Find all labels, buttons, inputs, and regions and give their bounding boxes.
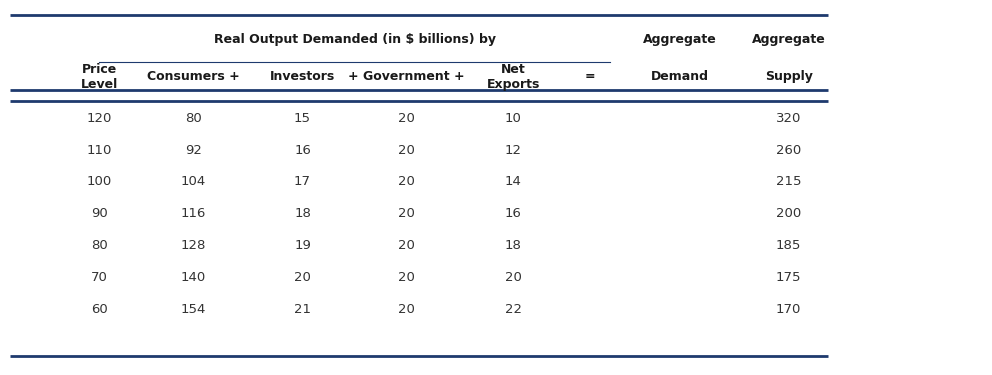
Text: 60: 60 [91, 303, 107, 316]
Text: Investors: Investors [270, 70, 335, 83]
Text: Supply: Supply [765, 70, 812, 83]
Text: 140: 140 [181, 271, 206, 284]
Text: + Government +: + Government + [348, 70, 465, 83]
Text: 20: 20 [398, 271, 416, 284]
Text: Consumers +: Consumers + [147, 70, 240, 83]
Text: 120: 120 [86, 112, 112, 125]
Text: 320: 320 [776, 112, 802, 125]
Text: Net
Exports: Net Exports [487, 63, 540, 91]
Text: 20: 20 [398, 112, 416, 125]
Text: 18: 18 [294, 207, 311, 220]
Text: 104: 104 [181, 176, 206, 188]
Text: 20: 20 [398, 303, 416, 316]
Text: 20: 20 [294, 271, 311, 284]
Text: 10: 10 [505, 112, 522, 125]
Text: 16: 16 [505, 207, 522, 220]
Text: Price
Level: Price Level [80, 63, 118, 91]
Text: 154: 154 [181, 303, 206, 316]
Text: 15: 15 [294, 112, 311, 125]
Text: 22: 22 [505, 303, 522, 316]
Text: 16: 16 [294, 144, 311, 156]
Text: Real Output Demanded (in $ billions) by: Real Output Demanded (in $ billions) by [213, 33, 496, 46]
Text: 175: 175 [776, 271, 802, 284]
Text: 70: 70 [90, 271, 108, 284]
Text: 20: 20 [398, 144, 416, 156]
Text: 185: 185 [776, 239, 802, 252]
Text: 20: 20 [398, 207, 416, 220]
Text: 92: 92 [185, 144, 202, 156]
Text: 14: 14 [505, 176, 522, 188]
Text: 80: 80 [91, 239, 107, 252]
Text: Aggregate: Aggregate [643, 33, 716, 46]
Text: 215: 215 [776, 176, 802, 188]
Text: 90: 90 [91, 207, 107, 220]
Text: 100: 100 [86, 176, 112, 188]
Text: Demand: Demand [651, 70, 708, 83]
Text: 260: 260 [776, 144, 802, 156]
Text: =: = [585, 70, 595, 83]
Text: 18: 18 [505, 239, 522, 252]
Text: 116: 116 [181, 207, 206, 220]
Text: Aggregate: Aggregate [752, 33, 825, 46]
Text: 19: 19 [294, 239, 311, 252]
Text: 170: 170 [776, 303, 802, 316]
Text: 200: 200 [776, 207, 802, 220]
Text: 12: 12 [505, 144, 522, 156]
Text: 21: 21 [294, 303, 311, 316]
Text: 110: 110 [86, 144, 112, 156]
Text: 17: 17 [294, 176, 311, 188]
Text: 20: 20 [505, 271, 522, 284]
Text: 20: 20 [398, 239, 416, 252]
Text: 20: 20 [398, 176, 416, 188]
Text: 128: 128 [181, 239, 206, 252]
Text: 80: 80 [186, 112, 201, 125]
